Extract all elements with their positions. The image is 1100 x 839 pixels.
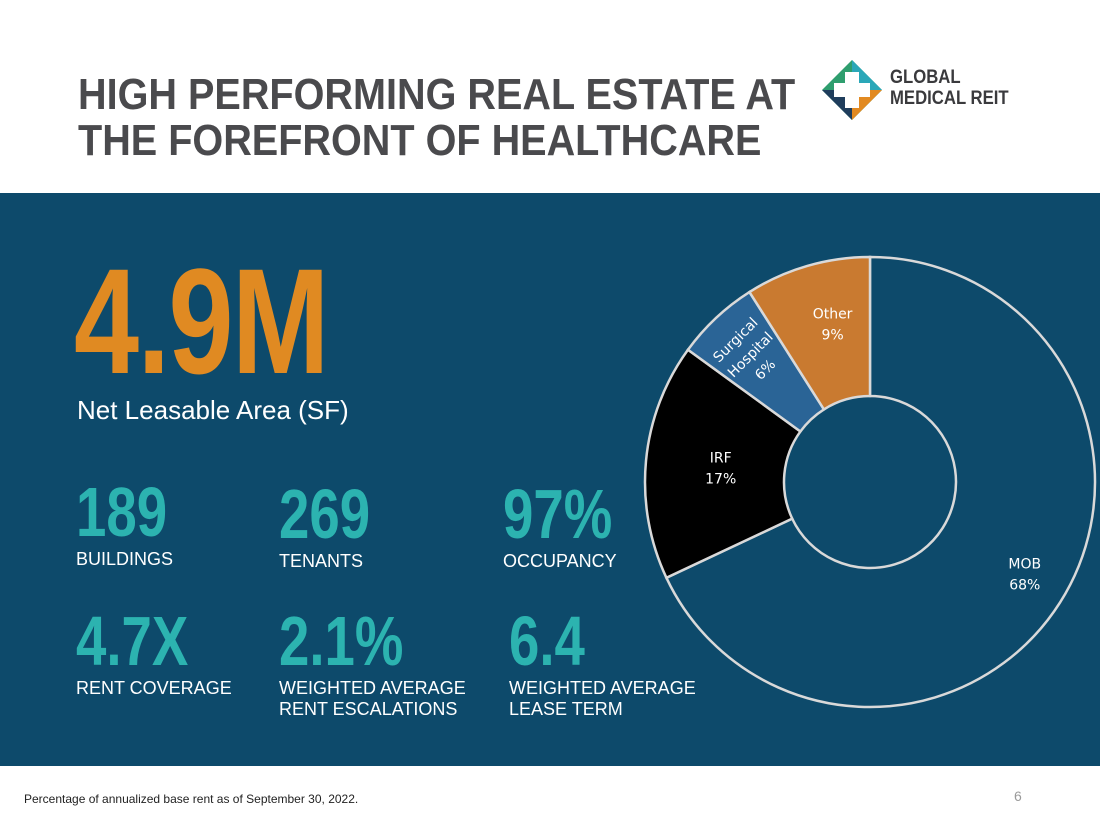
medical-cross-logo-icon [822,60,882,120]
stat-lease-term: 6.4 WEIGHTED AVERAGE LEASE TERM [509,606,696,720]
logo-wordmark: GLOBAL MEDICAL REIT [890,67,1009,109]
stat-value: 189 [76,473,168,551]
stat-label-line-1: WEIGHTED AVERAGE [509,678,696,698]
page-title: HIGH PERFORMING REAL ESTATE AT THE FOREF… [78,70,796,165]
stat-value: 4.7X [76,602,189,680]
stat-label-line-1: WEIGHTED AVERAGE [279,678,466,698]
donut-slice-irf [643,348,803,580]
stat-label: RENT COVERAGE [76,678,232,698]
stat-label-line-2: RENT ESCALATIONS [279,699,458,719]
stat-value: 97% [503,475,613,553]
stat-value: 6.4 [509,602,585,680]
hero-value: 4.9M [74,237,329,405]
logo-line-2: MEDICAL REIT [890,88,1009,109]
footnote: Percentage of annualized base rent as of… [24,792,359,806]
page-number: 6 [1014,788,1022,804]
stat-occupancy: 97% OCCUPANCY [503,479,643,572]
logo-line-1: GLOBAL [890,67,961,88]
stat-buildings: 189 BUILDINGS [76,477,193,570]
stat-label: OCCUPANCY [503,551,617,571]
slice-label-mob: MOB 68% [1008,556,1041,593]
page-title-line-2: THE FOREFRONT OF HEALTHCARE [78,116,762,165]
stat-label: BUILDINGS [76,549,174,569]
stat-tenants: 269 TENANTS [279,479,396,572]
page-title-line-1: HIGH PERFORMING REAL ESTATE AT [78,70,796,119]
stat-value: 269 [279,475,371,553]
stat-label: TENANTS [279,551,364,571]
donut-slice-other [747,255,872,412]
stat-value: 2.1% [279,602,404,680]
stat-label-line-2: LEASE TERM [509,699,623,719]
hero-label: Net Leasable Area (SF) [77,395,349,425]
company-logo: GLOBAL MEDICAL REIT [820,58,1040,122]
slice-label-irf: IRF 17% [705,450,736,487]
slice-label-other: Other 9% [813,306,853,343]
stat-rent-escalations: 2.1% WEIGHTED AVERAGE RENT ESCALATIONS [279,606,466,720]
donut-slice-mob [664,255,1097,709]
stat-rent-coverage: 4.7X RENT COVERAGE [76,606,232,699]
